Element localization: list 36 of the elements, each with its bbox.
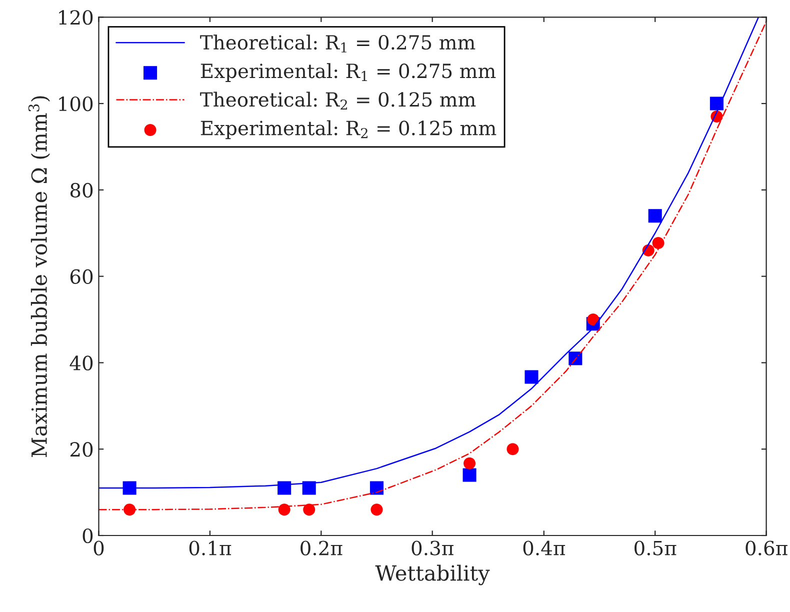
point xyxy=(278,504,290,516)
point xyxy=(587,314,600,326)
x-tick-label: 0.4π xyxy=(523,540,566,556)
point xyxy=(370,481,384,495)
point xyxy=(278,481,292,495)
x-tick-label: 0.1π xyxy=(189,540,232,556)
point xyxy=(464,457,476,470)
point xyxy=(303,504,316,516)
point xyxy=(710,96,724,110)
legend-label: Theoretical: R$_{1}$ = 0.275 mm xyxy=(200,34,476,52)
y-axis-title: Maximum bubble volume Ω (mm$^{3}$) xyxy=(28,96,50,458)
y-tick-label: 60 xyxy=(70,269,93,284)
y-tick-label: 100 xyxy=(59,96,93,112)
x-tick-label: 0.2π xyxy=(300,540,342,556)
point xyxy=(648,209,662,223)
x-axis-title: Wettability xyxy=(375,564,490,586)
y-tick-label: 0 xyxy=(82,528,93,544)
x-tick-label: 0.6π xyxy=(746,540,788,556)
legend-label: Theoretical: R$_{2}$ = 0.125 mm xyxy=(200,92,476,110)
point xyxy=(124,504,136,516)
x-tick-label: 0.5π xyxy=(634,540,676,556)
x-tick-label: 0 xyxy=(94,540,104,556)
y-tick-label: 120 xyxy=(59,10,93,25)
point xyxy=(462,468,476,482)
point xyxy=(122,481,136,495)
legend-label: Experimental: R$_{2}$ = 0.125 mm xyxy=(200,120,496,140)
point xyxy=(302,481,316,495)
y-tick-label: 40 xyxy=(70,356,93,370)
y-tick-label: 80 xyxy=(70,182,93,198)
point xyxy=(370,504,383,516)
point xyxy=(568,352,582,366)
y-tick-label: 20 xyxy=(70,442,93,457)
x-tick-label: 0.3π xyxy=(412,540,454,556)
point xyxy=(524,370,538,384)
point xyxy=(506,443,519,456)
legend-label: Experimental: R$_{1}$ = 0.275 mm xyxy=(200,63,496,82)
